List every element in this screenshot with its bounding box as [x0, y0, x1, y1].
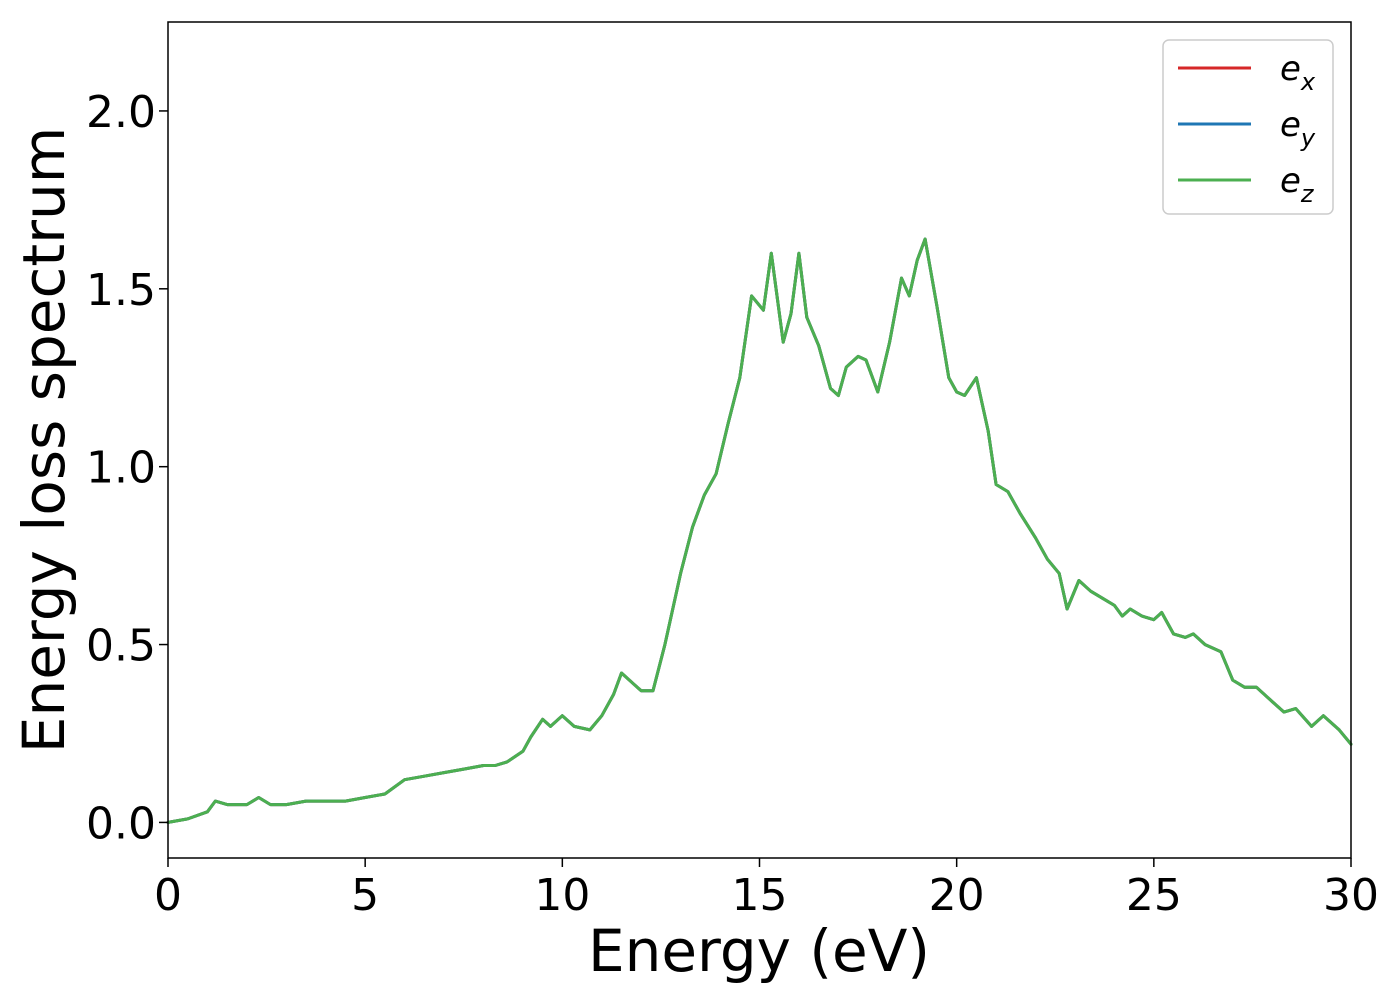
legend-label-main: e	[1280, 49, 1301, 89]
x-tick-label: 25	[1126, 870, 1182, 921]
series-layer	[166, 237, 1353, 824]
legend-label-sub: y	[1300, 124, 1316, 152]
x-tick-label: 10	[534, 870, 590, 921]
x-tick-label: 0	[154, 870, 182, 921]
y-tick-label: 1.0	[86, 443, 156, 494]
series-line-e-z	[166, 237, 1353, 824]
x-tick-label: 15	[732, 870, 788, 921]
y-axis-ticks: 0.0 0.5 1.0 1.5 2.0	[86, 87, 168, 849]
legend-label-sub: x	[1300, 68, 1316, 96]
x-axis-ticks: 0 5 10 15 20 25 30	[154, 858, 1379, 921]
y-tick-label: 2.0	[86, 87, 156, 138]
x-axis-label: Energy (eV)	[588, 917, 930, 985]
series-line-e-x	[166, 237, 1353, 824]
y-axis-label: Energy loss spectrum	[10, 127, 78, 753]
legend-label-main: e	[1280, 161, 1301, 201]
y-tick-label: 1.5	[86, 265, 156, 316]
legend-label-main: e	[1280, 105, 1301, 145]
y-tick-label: 0.5	[86, 621, 156, 672]
x-tick-label: 30	[1323, 870, 1379, 921]
legend-label-e-x: ex	[1280, 49, 1316, 96]
y-tick-label: 0.0	[86, 798, 156, 849]
x-tick-label: 5	[351, 870, 379, 921]
legend-label-e-z: ez	[1280, 161, 1315, 208]
legend-label-e-y: ey	[1280, 105, 1316, 152]
series-line-e-y	[166, 237, 1353, 824]
legend-box	[1162, 39, 1334, 215]
legend-label-sub: z	[1300, 180, 1315, 208]
x-tick-label: 20	[929, 870, 985, 921]
